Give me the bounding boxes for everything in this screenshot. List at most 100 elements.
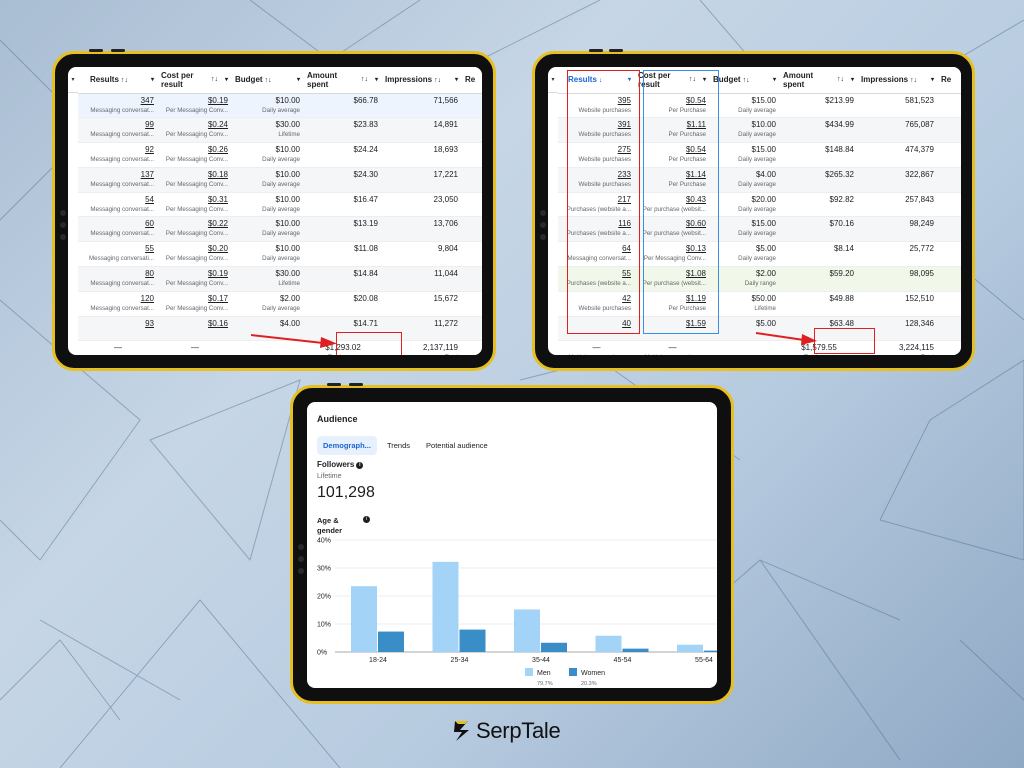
budget-cell-value: $10.00 <box>275 194 300 204</box>
results-cell-value[interactable]: 217 <box>617 194 631 204</box>
column-header-impressions[interactable]: Impressions ↑↓ ▾ <box>858 67 938 94</box>
column-header-amount-spent[interactable]: Amount spent ↑↓ ▾ <box>780 67 858 94</box>
chevron-down-icon[interactable]: ▾ <box>548 67 558 93</box>
table-row[interactable]: 64 Messaging conversat... $0.13 Per Messagi… <box>558 241 961 268</box>
table-row[interactable]: 137 Messaging conversat... $0.18 Per Messag… <box>78 167 482 193</box>
results-cell-value[interactable]: 93 <box>145 318 154 328</box>
table-row[interactable]: 391 Website purchases $1.11 Per Purchase $10… <box>558 117 961 144</box>
bar-women-55-64[interactable] <box>704 650 717 652</box>
table-row[interactable]: 233 Website purchases $1.14 Per Purchase $4.… <box>558 167 961 193</box>
bar-women-35-44[interactable] <box>541 642 567 652</box>
bar-women-45-54[interactable] <box>622 648 649 652</box>
results-cell-value[interactable]: 40 <box>622 318 631 328</box>
x-tick-label: 25-34 <box>451 657 469 664</box>
column-header-amount-spent[interactable]: Amount spent ↑↓ ▾ <box>304 67 382 94</box>
table-row[interactable]: 395 Website purchases $0.54 Per Purchase $15… <box>558 93 961 119</box>
cost-cell-value[interactable]: $0.13 <box>685 244 706 254</box>
column-header-results[interactable]: Results ↓ ▾ <box>558 67 635 94</box>
tab-potential-audience[interactable]: Potential audience <box>426 441 488 450</box>
chevron-down-icon: ▾ <box>627 77 631 83</box>
results-cell-value[interactable]: 233 <box>617 169 631 179</box>
table-row[interactable]: 55 Messaging conversati... $0.20 Per Messag… <box>78 241 482 268</box>
cost-cell-value[interactable]: $0.18 <box>207 169 228 179</box>
cost-cell-value[interactable]: $0.19 <box>207 95 228 105</box>
bar-women-18-24[interactable] <box>378 631 404 652</box>
tab-trends[interactable]: Trends <box>386 441 411 450</box>
cost-cell-value[interactable]: $0.16 <box>207 318 228 328</box>
results-cell-value[interactable]: 42 <box>622 293 631 303</box>
cost-cell-value[interactable]: $1.11 <box>686 120 706 130</box>
cost-cell-value[interactable]: $0.22 <box>207 219 228 229</box>
results-cell-value[interactable]: 116 <box>618 219 631 229</box>
results-cell-subtext: Messaging conversat... <box>90 106 154 114</box>
info-icon[interactable]: i <box>356 462 364 469</box>
results-cell-value[interactable]: 120 <box>140 293 154 303</box>
results-cell-value[interactable]: 55 <box>145 244 154 254</box>
bar-men-45-54[interactable] <box>595 635 622 652</box>
cost-cell-value[interactable]: $1.19 <box>685 293 706 303</box>
sort-icon: ↑↓ <box>742 77 750 85</box>
results-cell-value[interactable]: 60 <box>145 219 154 229</box>
amount-cell: $213.99 <box>780 93 858 119</box>
bar-men-18-24[interactable] <box>351 586 377 652</box>
impressions-cell-value: 98,249 <box>909 219 934 229</box>
bar-women-25-34[interactable] <box>459 629 486 652</box>
table-row[interactable]: 99 Messaging conversat... $0.24 Per Messagi… <box>78 117 482 144</box>
bar-men-35-44[interactable] <box>514 609 540 652</box>
bar-men-55-64[interactable] <box>677 644 703 652</box>
results-cell-value[interactable]: 80 <box>145 269 154 279</box>
results-cell-value[interactable]: 391 <box>617 120 631 130</box>
cost-cell-value[interactable]: $0.19 <box>207 269 228 279</box>
tablet-bottom: Audience Demograph... Trends Potential a… <box>290 383 734 704</box>
table-row[interactable]: 54 Messaging conversat... $0.31 Per Messagi… <box>78 192 482 218</box>
table-row[interactable]: 116 Purchases (website a... $0.60 Per purch… <box>558 216 961 243</box>
column-header-results[interactable]: Results ↑↓ ▾ <box>78 67 158 94</box>
cost-cell-value[interactable]: $0.17 <box>207 293 228 303</box>
table-row[interactable]: 217 Purchases (website a... $0.43 Per purch… <box>558 192 961 218</box>
cost-cell-value[interactable]: $0.54 <box>685 145 706 155</box>
cost-cell-value[interactable]: $0.60 <box>685 219 706 229</box>
cost-cell-value[interactable]: $1.14 <box>685 169 706 179</box>
cost-cell-value[interactable]: $0.54 <box>685 95 706 105</box>
chevron-down-icon: ▾ <box>374 77 378 83</box>
table-row[interactable]: 60 Messaging conversat... $0.22 Per Messagi… <box>78 216 482 243</box>
table-row[interactable]: 347 Messaging conversat... $0.19 Per Messag… <box>78 93 482 119</box>
table-row[interactable]: 80 Messaging conversat... $0.19 Per Messagi… <box>78 266 482 292</box>
column-header-cost-per-result[interactable]: Cost per result ↑↓ ▾ <box>635 67 710 94</box>
table-row[interactable]: 92 Messaging conversat... $0.26 Per Messagi… <box>78 142 482 168</box>
results-cell-value[interactable]: 347 <box>140 95 154 105</box>
info-icon[interactable]: i <box>363 516 370 523</box>
column-header-budget[interactable]: Budget ↑↓ ▾ <box>710 67 780 94</box>
cost-cell-value[interactable]: $0.24 <box>207 120 228 130</box>
cost-cell-value[interactable]: $1.59 <box>685 318 706 328</box>
column-header-impressions[interactable]: Impressions ↑↓ ▾ <box>382 67 462 94</box>
results-cell: 42 Website purchases <box>558 291 635 317</box>
column-header-reach[interactable]: Re <box>938 67 961 94</box>
table-row[interactable]: 120 Messaging conversat... $0.17 Per Messag… <box>78 291 482 317</box>
results-cell-value[interactable]: 275 <box>617 145 631 155</box>
table-row[interactable]: 55 Purchases (website a... $1.08 Per purcha… <box>558 266 961 292</box>
results-cell-value[interactable]: 55 <box>622 269 631 279</box>
results-cell-value[interactable]: 395 <box>617 95 631 105</box>
results-cell-value[interactable]: 92 <box>145 145 154 155</box>
results-cell-value[interactable]: 137 <box>140 169 154 179</box>
results-cell-value[interactable]: 54 <box>145 194 154 204</box>
chevron-down-icon: ▾ <box>850 77 854 83</box>
x-tick-label: 18-24 <box>369 657 387 664</box>
column-header-budget[interactable]: Budget ↑↓ ▾ <box>232 67 304 94</box>
cost-cell-value[interactable]: $0.43 <box>685 194 706 204</box>
tab-demographics[interactable]: Demograph... <box>317 436 377 455</box>
table-row[interactable]: 275 Website purchases $0.54 Per Purchase $15… <box>558 142 961 168</box>
chevron-down-icon[interactable]: ▾ <box>68 67 78 93</box>
cost-cell-value[interactable]: $0.26 <box>207 145 228 155</box>
amount-cell-value: $24.24 <box>353 145 378 155</box>
results-cell-value[interactable]: 99 <box>145 120 154 130</box>
column-header-cost-per-result[interactable]: Cost per result ↑↓ ▾ <box>158 67 232 94</box>
results-cell-value[interactable]: 64 <box>622 244 631 254</box>
bar-men-25-34[interactable] <box>432 561 459 652</box>
cost-cell-value[interactable]: $1.08 <box>685 269 706 279</box>
cost-cell-value[interactable]: $0.31 <box>207 194 228 204</box>
column-header-reach[interactable]: Re <box>462 67 482 94</box>
cost-cell-value[interactable]: $0.20 <box>207 244 228 254</box>
table-row[interactable]: 42 Website purchases $1.19 Per Purchase $50.… <box>558 291 961 317</box>
